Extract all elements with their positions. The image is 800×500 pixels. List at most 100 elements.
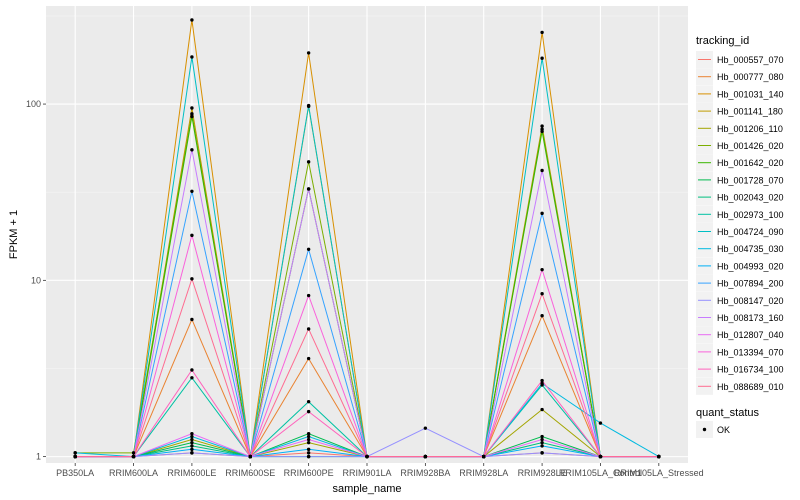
data-point <box>190 189 194 193</box>
data-point <box>540 440 544 445</box>
legend-items: Hb_000557_070 Hb_000777_080 Hb_001031_140 H… <box>696 51 784 395</box>
data-point <box>306 399 311 404</box>
data-point <box>190 317 194 322</box>
x-tick-label: PB350LA <box>56 468 94 478</box>
data-point <box>306 451 311 455</box>
data-point <box>540 381 544 386</box>
data-point <box>306 440 311 445</box>
x-tick-label: RRIM600LA <box>109 468 158 478</box>
data-point <box>131 451 136 455</box>
data-point <box>190 451 194 455</box>
data-point <box>540 267 544 272</box>
x-tick-label: RRIM928LA <box>459 468 508 478</box>
data-point <box>306 431 311 436</box>
data-point <box>540 124 544 128</box>
x-tick-label: RRIM105LA_Stressed <box>614 468 704 478</box>
data-point <box>190 18 194 22</box>
data-point <box>540 407 544 412</box>
data-point <box>657 454 661 459</box>
data-point <box>540 378 544 383</box>
data-point <box>190 444 194 448</box>
data-point <box>190 376 194 380</box>
x-axis-title: sample_name <box>332 483 401 495</box>
data-point <box>306 103 311 108</box>
data-point <box>190 114 194 119</box>
x-tick-label: RRIM600LE <box>167 468 216 478</box>
data-point <box>306 437 311 442</box>
legend-label: Hb_002043_020 <box>717 193 784 203</box>
data-point <box>190 106 194 110</box>
x-tick-label: RRIM928LE <box>518 468 567 478</box>
data-point <box>190 431 194 436</box>
legend-label: Hb_004993_020 <box>717 261 784 271</box>
data-point <box>131 454 136 459</box>
data-point <box>540 168 544 173</box>
grid-lines <box>46 6 688 463</box>
data-point <box>190 112 194 116</box>
data-point <box>190 55 194 59</box>
data-point <box>423 454 428 459</box>
x-axis: PB350LA RRIM600LA RRIM600LE RRIM600SE RRIM60… <box>56 463 704 478</box>
data-point <box>306 356 311 361</box>
data-point <box>306 327 311 331</box>
data-point <box>540 211 544 216</box>
legend-label: Hb_088689_010 <box>717 382 784 392</box>
data-point <box>482 454 486 459</box>
legend2-key-point <box>702 427 707 432</box>
data-point <box>306 434 311 439</box>
legend-label: Hb_001206_110 <box>717 124 783 134</box>
legend-label: Hb_002973_100 <box>717 210 784 220</box>
data-point <box>540 451 544 455</box>
data-point <box>365 454 369 459</box>
data-point <box>73 454 77 459</box>
data-point <box>190 437 194 442</box>
data-point <box>423 426 428 430</box>
data-point <box>306 447 311 452</box>
x-tick-label: RRIM600SE <box>225 468 275 478</box>
data-point <box>306 247 311 251</box>
y-tick-label: 10 <box>31 275 41 285</box>
data-point <box>540 437 544 442</box>
legend-label: Hb_001426_020 <box>717 141 784 151</box>
legend-label: Hb_016734_100 <box>717 365 784 375</box>
x-tick-label: RRIM600PE <box>284 468 334 478</box>
legend-label: Hb_013394_070 <box>717 347 784 357</box>
data-point <box>598 454 603 459</box>
data-point <box>306 160 311 164</box>
y-tick-label: 1 <box>36 452 41 462</box>
data-point <box>306 187 311 191</box>
legend-label: Hb_012807_040 <box>717 330 784 340</box>
data-point <box>540 30 544 35</box>
data-point <box>540 434 544 439</box>
data-point <box>190 148 194 152</box>
legend-label: Hb_000777_080 <box>717 72 784 82</box>
legend-label: Hb_001642_020 <box>717 158 784 168</box>
legend-label: Hb_001728_070 <box>717 175 784 185</box>
legend-label: Hb_004724_090 <box>717 227 784 237</box>
legend-label: Hb_008173_160 <box>717 313 784 323</box>
y-axis: 1 10 100 <box>26 99 46 462</box>
legend-label: Hb_000557_070 <box>717 55 784 65</box>
data-points <box>73 18 661 459</box>
data-point <box>540 314 544 318</box>
data-point <box>598 421 603 425</box>
legend2-title: quant_status <box>696 407 759 419</box>
data-point <box>540 129 544 134</box>
data-point <box>540 56 544 60</box>
data-point <box>73 451 77 455</box>
legend-label: Hb_001031_140 <box>717 89 784 99</box>
y-axis-title: FPKM + 1 <box>8 210 20 259</box>
x-tick-label: RRIM105LA_Control <box>559 468 642 478</box>
data-point <box>190 277 194 281</box>
data-point <box>248 454 252 459</box>
data-point <box>306 293 311 298</box>
legend-label: Hb_001141_180 <box>717 107 783 117</box>
legend2-items: OK <box>696 421 730 438</box>
x-tick-label: RRIM928BA <box>400 468 450 478</box>
data-point <box>540 291 544 296</box>
legend-title: tracking_id <box>696 35 749 47</box>
y-tick-label: 100 <box>26 99 41 109</box>
data-point <box>190 368 194 372</box>
data-point <box>306 454 311 459</box>
